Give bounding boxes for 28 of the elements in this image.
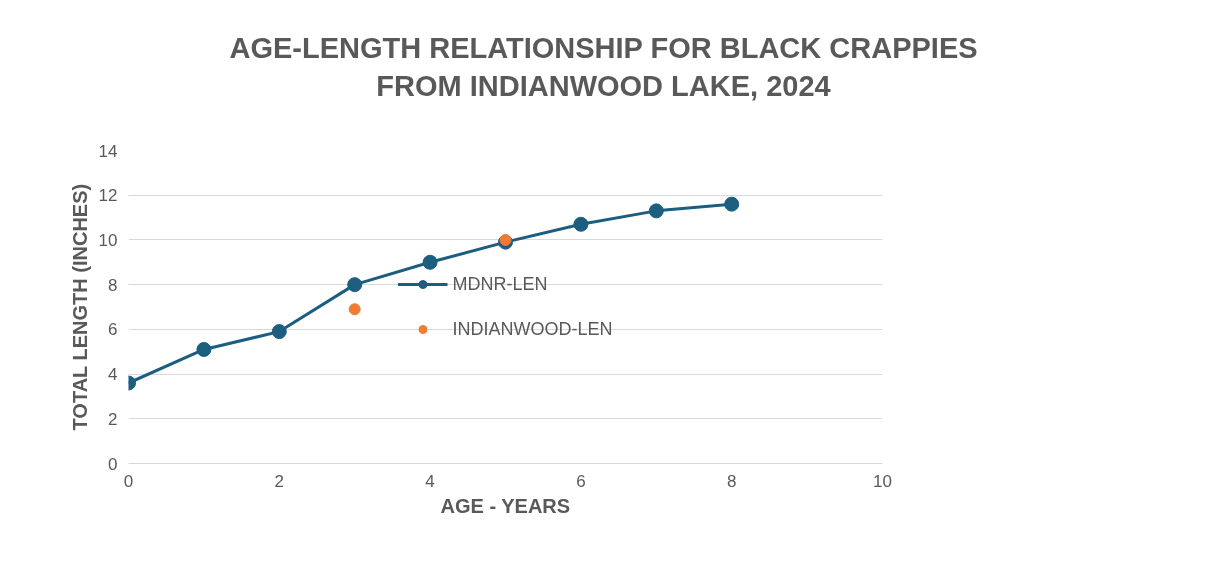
y-tick-label: 4 [108, 365, 118, 385]
y-axis-title: TOTAL LENGTH (INCHES) [68, 183, 91, 431]
point [271, 324, 287, 340]
x-tick-label: 2 [274, 471, 285, 491]
x-tick-label: 10 [873, 471, 892, 491]
y-tick-label: 0 [108, 454, 118, 474]
point [348, 303, 361, 316]
point [499, 233, 512, 246]
y-tick-label: 6 [108, 320, 118, 340]
x-tick-label: 0 [123, 471, 134, 491]
legend-label: MDNR-LEN [452, 273, 548, 295]
point [196, 341, 212, 357]
y-tick-label: 2 [108, 409, 118, 429]
point [422, 254, 438, 270]
x-tick-label: 6 [576, 471, 586, 491]
x-tick-label: 8 [726, 471, 737, 491]
x-tick-label: 4 [425, 471, 435, 491]
x-axis-title: AGE - YEARS [440, 494, 571, 517]
y-tick-label: 10 [98, 230, 118, 250]
y-tick-label: 14 [98, 141, 118, 161]
point [573, 216, 589, 232]
point [648, 203, 664, 219]
y-tick-label: 12 [98, 186, 118, 206]
y-tick-label: 8 [108, 275, 118, 295]
point [724, 196, 740, 212]
point [347, 277, 363, 293]
chart-title: AGE-LENGTH RELATIONSHIP FOR BLACK CRAPPIES FROM INDIANWOOD LAKE, 2024 [229, 31, 978, 104]
legend-label: INDIANWOOD-LEN [452, 318, 613, 340]
